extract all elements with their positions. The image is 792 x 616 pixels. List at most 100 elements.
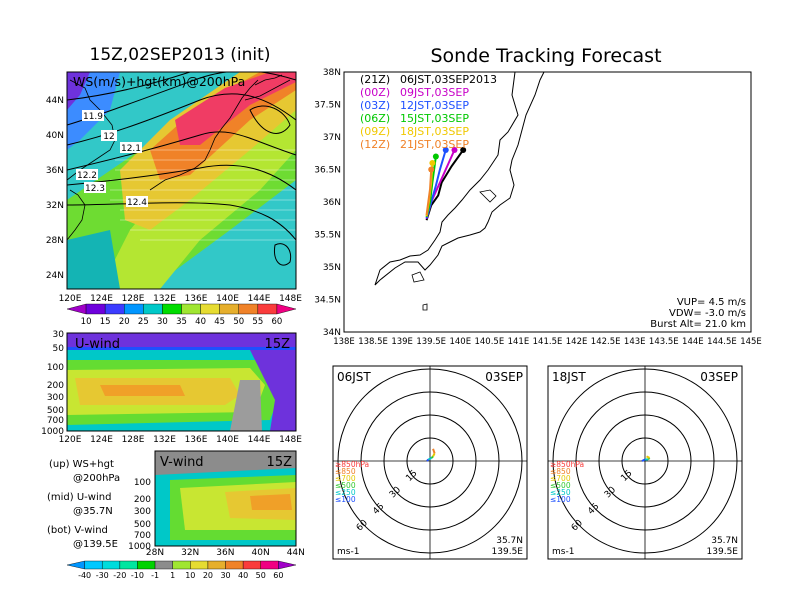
track-lon-label: 144E bbox=[682, 337, 704, 347]
ws-colorbar-swatch bbox=[143, 303, 163, 315]
track-legend: (21Z) 06JST,03SEP2013 (00Z) 09JST,03SEP (03Z… bbox=[360, 73, 497, 151]
ws-colorbar-swatch bbox=[124, 303, 144, 315]
hodograph-segment bbox=[432, 448, 436, 454]
map-lon-label: 128E bbox=[122, 294, 145, 304]
hodograph-level-label: ≤850 bbox=[550, 467, 571, 476]
legend-line: @35.7N bbox=[73, 506, 113, 517]
legend-line: (up) WS+hgt bbox=[49, 459, 114, 470]
hodograph-level-label: ≤100 bbox=[335, 495, 356, 504]
vwind-x-label: 32N bbox=[181, 548, 199, 558]
track-lon-label: 140.5E bbox=[474, 337, 504, 347]
hodograph-date: 03SEP bbox=[485, 370, 523, 384]
sonde-track-endpoint bbox=[451, 147, 458, 153]
sonde-track-line bbox=[425, 169, 433, 216]
hodograph-segment bbox=[428, 457, 432, 461]
track-lat-label: 36N bbox=[323, 198, 341, 208]
track-lat-labels: 38N 37.5N 37N 36.5N 36N 35.5N 35N 34.5N 34N bbox=[314, 68, 341, 338]
map-lon-label: 148E bbox=[279, 294, 302, 304]
hodograph-1800: 18JST 03SEP15304560≥850hPa≤850≤700≤500≤25… bbox=[547, 365, 743, 560]
hodograph-date: 03SEP bbox=[700, 370, 738, 384]
wind-colorbar: -40 -30 -20 -10 -1 1 10 20 30 40 50 60 bbox=[66, 560, 297, 580]
uwind-y-label: 500 bbox=[47, 406, 64, 416]
ws-colorbar-swatch bbox=[66, 303, 87, 315]
map-lat-label: 32N bbox=[46, 201, 64, 211]
contour-label: 12 bbox=[103, 132, 114, 142]
uwind-x-label: 144E bbox=[248, 435, 271, 445]
hodograph-time: 06JST bbox=[337, 370, 371, 384]
hodograph-unit: ms-1 bbox=[337, 547, 359, 557]
wind-colorbar-swatch bbox=[172, 560, 191, 570]
wind-colorbar-swatch bbox=[154, 560, 173, 570]
ws-colorbar-swatch bbox=[238, 303, 259, 315]
hodograph-segment bbox=[426, 458, 430, 462]
uwind-x-labels: 120E 124E 128E 132E 136E 140E 144E 148E bbox=[59, 435, 303, 445]
sonde-params: VUP= 4.5 m/s VDW= -3.0 m/s Burst Alt= 21… bbox=[650, 297, 746, 330]
contour-label: 12.3 bbox=[85, 184, 105, 194]
track-lat-label: 37N bbox=[323, 133, 341, 143]
right-title: Sonde Tracking Forecast bbox=[430, 45, 661, 67]
uwind-panel bbox=[67, 333, 296, 431]
hodograph-level-label: ≤500 bbox=[550, 481, 571, 490]
vwind-x-label: 40N bbox=[252, 548, 270, 558]
ws-colorbar-swatch bbox=[257, 303, 278, 315]
vwind-frame bbox=[154, 450, 297, 547]
hodograph-0600: 06JST 03SEP15304560≥850hPa≤850≤700≤500≤25… bbox=[332, 365, 528, 560]
ws-colorbar-label: 55 bbox=[252, 317, 263, 327]
ws-map-label: WS(m/s)+hgt(km)@200hPa bbox=[73, 74, 245, 89]
wind-colorbar-swatch bbox=[278, 560, 297, 570]
uwind-y-label: 1000 bbox=[41, 427, 64, 437]
track-lon-label: 139E bbox=[391, 337, 413, 347]
track-lon-labels: 138E 138.5E 139E 139.5E 140E 140.5E 141E 141.5E… bbox=[333, 337, 762, 347]
map-lat-labels: 44N 40N 36N 32N 28N 24N bbox=[46, 96, 64, 281]
hodograph-unit: ms-1 bbox=[552, 547, 574, 557]
legend-line: (mid) U-wind bbox=[47, 492, 111, 503]
vwind-x-labels: 28N 32N 36N 40N 44N bbox=[146, 548, 305, 558]
uwind-y-label: 300 bbox=[47, 393, 64, 403]
uwind-x-label: 120E bbox=[59, 435, 82, 445]
hodograph-segment bbox=[641, 458, 646, 462]
sonde-track-endpoint bbox=[428, 166, 435, 173]
track-lat-label: 34N bbox=[323, 328, 341, 338]
vwind-y-label: 500 bbox=[134, 520, 151, 530]
hodograph-segment bbox=[432, 452, 436, 457]
wind-colorbar-label: 20 bbox=[203, 571, 213, 580]
track-legend-text: 12JST,03SEP bbox=[400, 99, 469, 112]
ws-colorbar-label: 50 bbox=[233, 317, 244, 327]
ws-colorbar-label: 30 bbox=[157, 317, 168, 327]
track-lon-label: 138.5E bbox=[358, 337, 388, 347]
ws-colorbar-label: 25 bbox=[138, 317, 149, 327]
wind-colorbar-label: 10 bbox=[185, 571, 195, 580]
hodograph-level-label: ≤500 bbox=[335, 481, 356, 490]
hodograph-lat: 35.7N bbox=[711, 536, 738, 546]
uwind-y-label: 100 bbox=[47, 363, 64, 373]
ws-colorbar-swatch bbox=[219, 303, 239, 315]
wind-colorbar-swatch bbox=[225, 560, 244, 570]
contour-labels: 11.9 12 12.1 12.2 12.3 12.4 bbox=[76, 110, 148, 208]
ws-colorbar-label: 45 bbox=[214, 317, 225, 327]
ws-colorbar-label: 20 bbox=[119, 317, 130, 327]
track-lon-label: 144.5E bbox=[707, 337, 737, 347]
vwind-panel bbox=[155, 451, 296, 546]
track-legend-text: 21JST,03SEP bbox=[400, 138, 469, 151]
ws-colorbar-swatch bbox=[181, 303, 201, 315]
track-map bbox=[344, 72, 751, 332]
uwind-x-label: 148E bbox=[279, 435, 302, 445]
wind-colorbar-label: 60 bbox=[273, 571, 283, 580]
uwind-y-label: 50 bbox=[53, 344, 65, 354]
map-lat-label: 24N bbox=[46, 271, 64, 281]
track-lon-label: 143E bbox=[624, 337, 646, 347]
hodograph-level-label: ≥850hPa bbox=[550, 460, 584, 469]
wind-colorbar-label: 1 bbox=[170, 571, 175, 580]
ws-colorbar-swatch bbox=[85, 303, 106, 315]
track-legend-tag: (09Z) bbox=[360, 125, 390, 138]
uwind-x-label: 128E bbox=[122, 435, 145, 445]
legend-line: @139.5E bbox=[73, 539, 118, 550]
track-lat-label: 34.5N bbox=[314, 296, 341, 306]
uwind-x-label: 136E bbox=[185, 435, 208, 445]
left-title: 15Z,02SEP2013 (init) bbox=[90, 45, 271, 65]
map-lat-label: 36N bbox=[46, 166, 64, 176]
vwind-y-label: 300 bbox=[134, 507, 151, 517]
map-lon-labels: 120E 124E 128E 132E 136E 140E 144E 148E bbox=[59, 294, 303, 304]
